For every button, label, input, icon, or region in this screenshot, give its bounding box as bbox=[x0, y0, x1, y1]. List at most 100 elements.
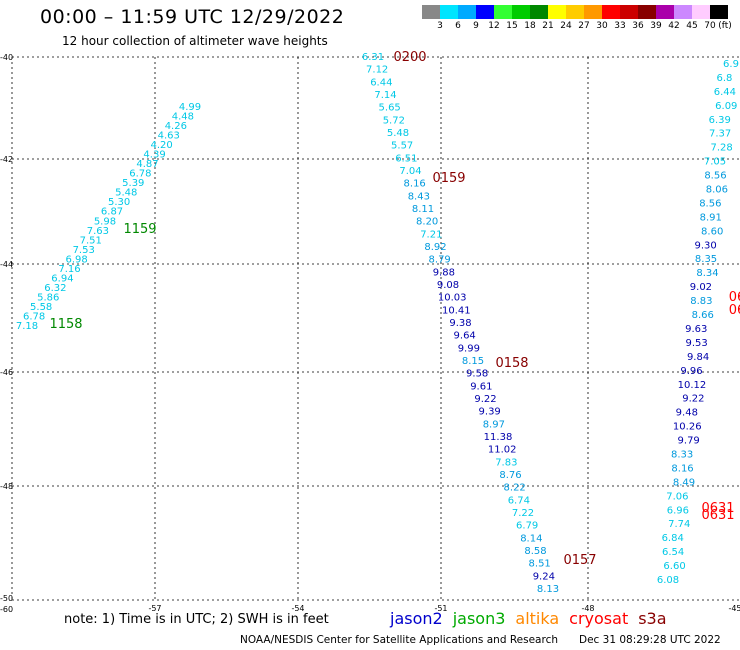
legend-swatch bbox=[602, 5, 620, 19]
legend-label: 39 bbox=[650, 21, 662, 31]
satellite-altika: altika bbox=[515, 609, 560, 628]
lon-tick-label: -57 bbox=[148, 604, 161, 613]
wave-height-value: 5.86 bbox=[37, 292, 59, 303]
wave-height-value: 5.58 bbox=[30, 302, 52, 313]
time-label: 1159 bbox=[123, 222, 156, 237]
wave-height-value: 7.28 bbox=[710, 143, 732, 154]
wave-height-value: 9.88 bbox=[433, 267, 455, 278]
wave-height-value: 6.09 bbox=[715, 101, 737, 112]
color-legend bbox=[422, 5, 728, 19]
wave-height-value: 8.60 bbox=[701, 226, 723, 237]
wave-height-value: 7.22 bbox=[512, 508, 534, 519]
wave-height-value: 9.96 bbox=[680, 366, 702, 377]
lon-tick-label: -45 bbox=[728, 604, 740, 613]
legend-label: 70 bbox=[704, 21, 716, 31]
legend-swatch bbox=[692, 5, 710, 19]
lat-tick-label: -50 bbox=[0, 594, 13, 603]
wave-height-value: 6.98 bbox=[65, 254, 87, 265]
wave-height-value: 6.96 bbox=[667, 505, 689, 516]
wave-height-value: 7.51 bbox=[80, 235, 102, 246]
wave-height-value: 8.16 bbox=[671, 463, 693, 474]
wave-height-value: 8.11 bbox=[412, 204, 434, 215]
wave-height-value: 8.76 bbox=[499, 470, 521, 481]
wave-height-value: 5.48 bbox=[387, 128, 409, 139]
wave-height-value: 8.14 bbox=[520, 533, 542, 544]
wave-height-value: 8.22 bbox=[504, 483, 526, 494]
wave-height-points: 4.994.484.264.634.204.394.876.785.395.48… bbox=[16, 52, 739, 595]
wave-height-value: 6.08 bbox=[657, 575, 679, 586]
wave-height-value: 7.18 bbox=[16, 321, 38, 332]
wave-height-value: 8.79 bbox=[429, 255, 451, 266]
wave-height-value: 5.48 bbox=[115, 188, 137, 199]
time-label: 1158 bbox=[49, 317, 82, 332]
legend-swatch bbox=[548, 5, 566, 19]
wave-height-value: 7.63 bbox=[87, 226, 109, 237]
legend-label: 33 bbox=[614, 21, 626, 31]
wave-height-value: 4.87 bbox=[136, 159, 158, 170]
wave-height-value: 9.53 bbox=[686, 338, 708, 349]
credit-line: NOAA/NESDIS Center for Satellite Applica… bbox=[240, 634, 558, 646]
legend-label: 18 bbox=[524, 21, 536, 31]
wave-height-value: 6.60 bbox=[663, 561, 685, 572]
wave-height-value: 8.97 bbox=[483, 419, 505, 430]
legend-label: 42 bbox=[668, 21, 680, 31]
time-label: 0157 bbox=[563, 553, 596, 568]
wave-height-value: 8.35 bbox=[695, 254, 717, 265]
legend-swatch bbox=[422, 5, 440, 19]
wave-height-value: 8.16 bbox=[404, 179, 426, 190]
wave-height-value: 6.84 bbox=[662, 533, 684, 544]
satellite-jason3: jason3 bbox=[452, 609, 506, 628]
wave-height-value: 8.13 bbox=[537, 584, 559, 595]
time-label: 0159 bbox=[432, 171, 465, 186]
wave-height-value: 8.34 bbox=[696, 268, 718, 279]
wave-height-value: 8.51 bbox=[529, 559, 551, 570]
legend-swatch bbox=[440, 5, 458, 19]
wave-height-value: 8.83 bbox=[690, 296, 712, 307]
wave-height-value: 6.74 bbox=[508, 495, 530, 506]
wave-height-value: 6.9 bbox=[723, 59, 739, 70]
wave-height-value: 6.32 bbox=[44, 283, 66, 294]
wave-height-value: 7.21 bbox=[420, 229, 442, 240]
wave-height-value: 9.22 bbox=[682, 394, 704, 405]
lon-tick-label: -48 bbox=[581, 604, 594, 613]
lat-tick-label: -40 bbox=[0, 53, 13, 62]
wave-height-value: 8.56 bbox=[699, 198, 721, 209]
legend-label: 15 bbox=[506, 21, 518, 31]
wave-height-value: 8.91 bbox=[700, 212, 722, 223]
legend-label: 12 bbox=[488, 21, 500, 31]
wave-height-value: 6.39 bbox=[709, 115, 731, 126]
wave-height-value: 6.54 bbox=[662, 547, 684, 558]
wave-height-value: 8.56 bbox=[704, 171, 726, 182]
wave-height-value: 6.79 bbox=[516, 521, 538, 532]
wave-height-value: 9.30 bbox=[694, 240, 716, 251]
page-subtitle: 12 hour collection of altimeter wave hei… bbox=[62, 34, 328, 48]
satellite-legend: jason2 jason3 altika cryosat s3a bbox=[390, 609, 677, 628]
wave-height-value: 9.64 bbox=[454, 331, 476, 342]
wave-height-value: 6.31 bbox=[362, 52, 384, 63]
legend-swatch bbox=[620, 5, 638, 19]
legend-swatch bbox=[584, 5, 602, 19]
wave-height-value: 9.08 bbox=[437, 280, 459, 291]
legend-swatch bbox=[638, 5, 656, 19]
legend-label: 36 bbox=[632, 21, 644, 31]
wave-height-value: 5.72 bbox=[383, 115, 405, 126]
legend-label: 24 bbox=[560, 21, 572, 31]
wave-height-value: 11.38 bbox=[484, 432, 513, 443]
time-label: 06 bbox=[729, 303, 740, 318]
satellite-cryosat: cryosat bbox=[569, 609, 629, 628]
wave-height-value: 6.8 bbox=[716, 73, 732, 84]
wave-height-value: 9.79 bbox=[678, 436, 700, 447]
wave-height-value: 9.38 bbox=[449, 318, 471, 329]
map-grid bbox=[11, 56, 740, 601]
wave-height-value: 8.49 bbox=[673, 477, 695, 488]
time-label: 0158 bbox=[495, 356, 528, 371]
wave-height-value: 9.48 bbox=[676, 408, 698, 419]
wave-height-value: 9.84 bbox=[687, 352, 709, 363]
wave-height-value: 9.22 bbox=[474, 394, 496, 405]
legend-swatch bbox=[656, 5, 674, 19]
wave-height-value: 6.94 bbox=[51, 273, 73, 284]
wave-height-value: 6.87 bbox=[101, 207, 123, 218]
lon-tick-label: -54 bbox=[291, 604, 304, 613]
